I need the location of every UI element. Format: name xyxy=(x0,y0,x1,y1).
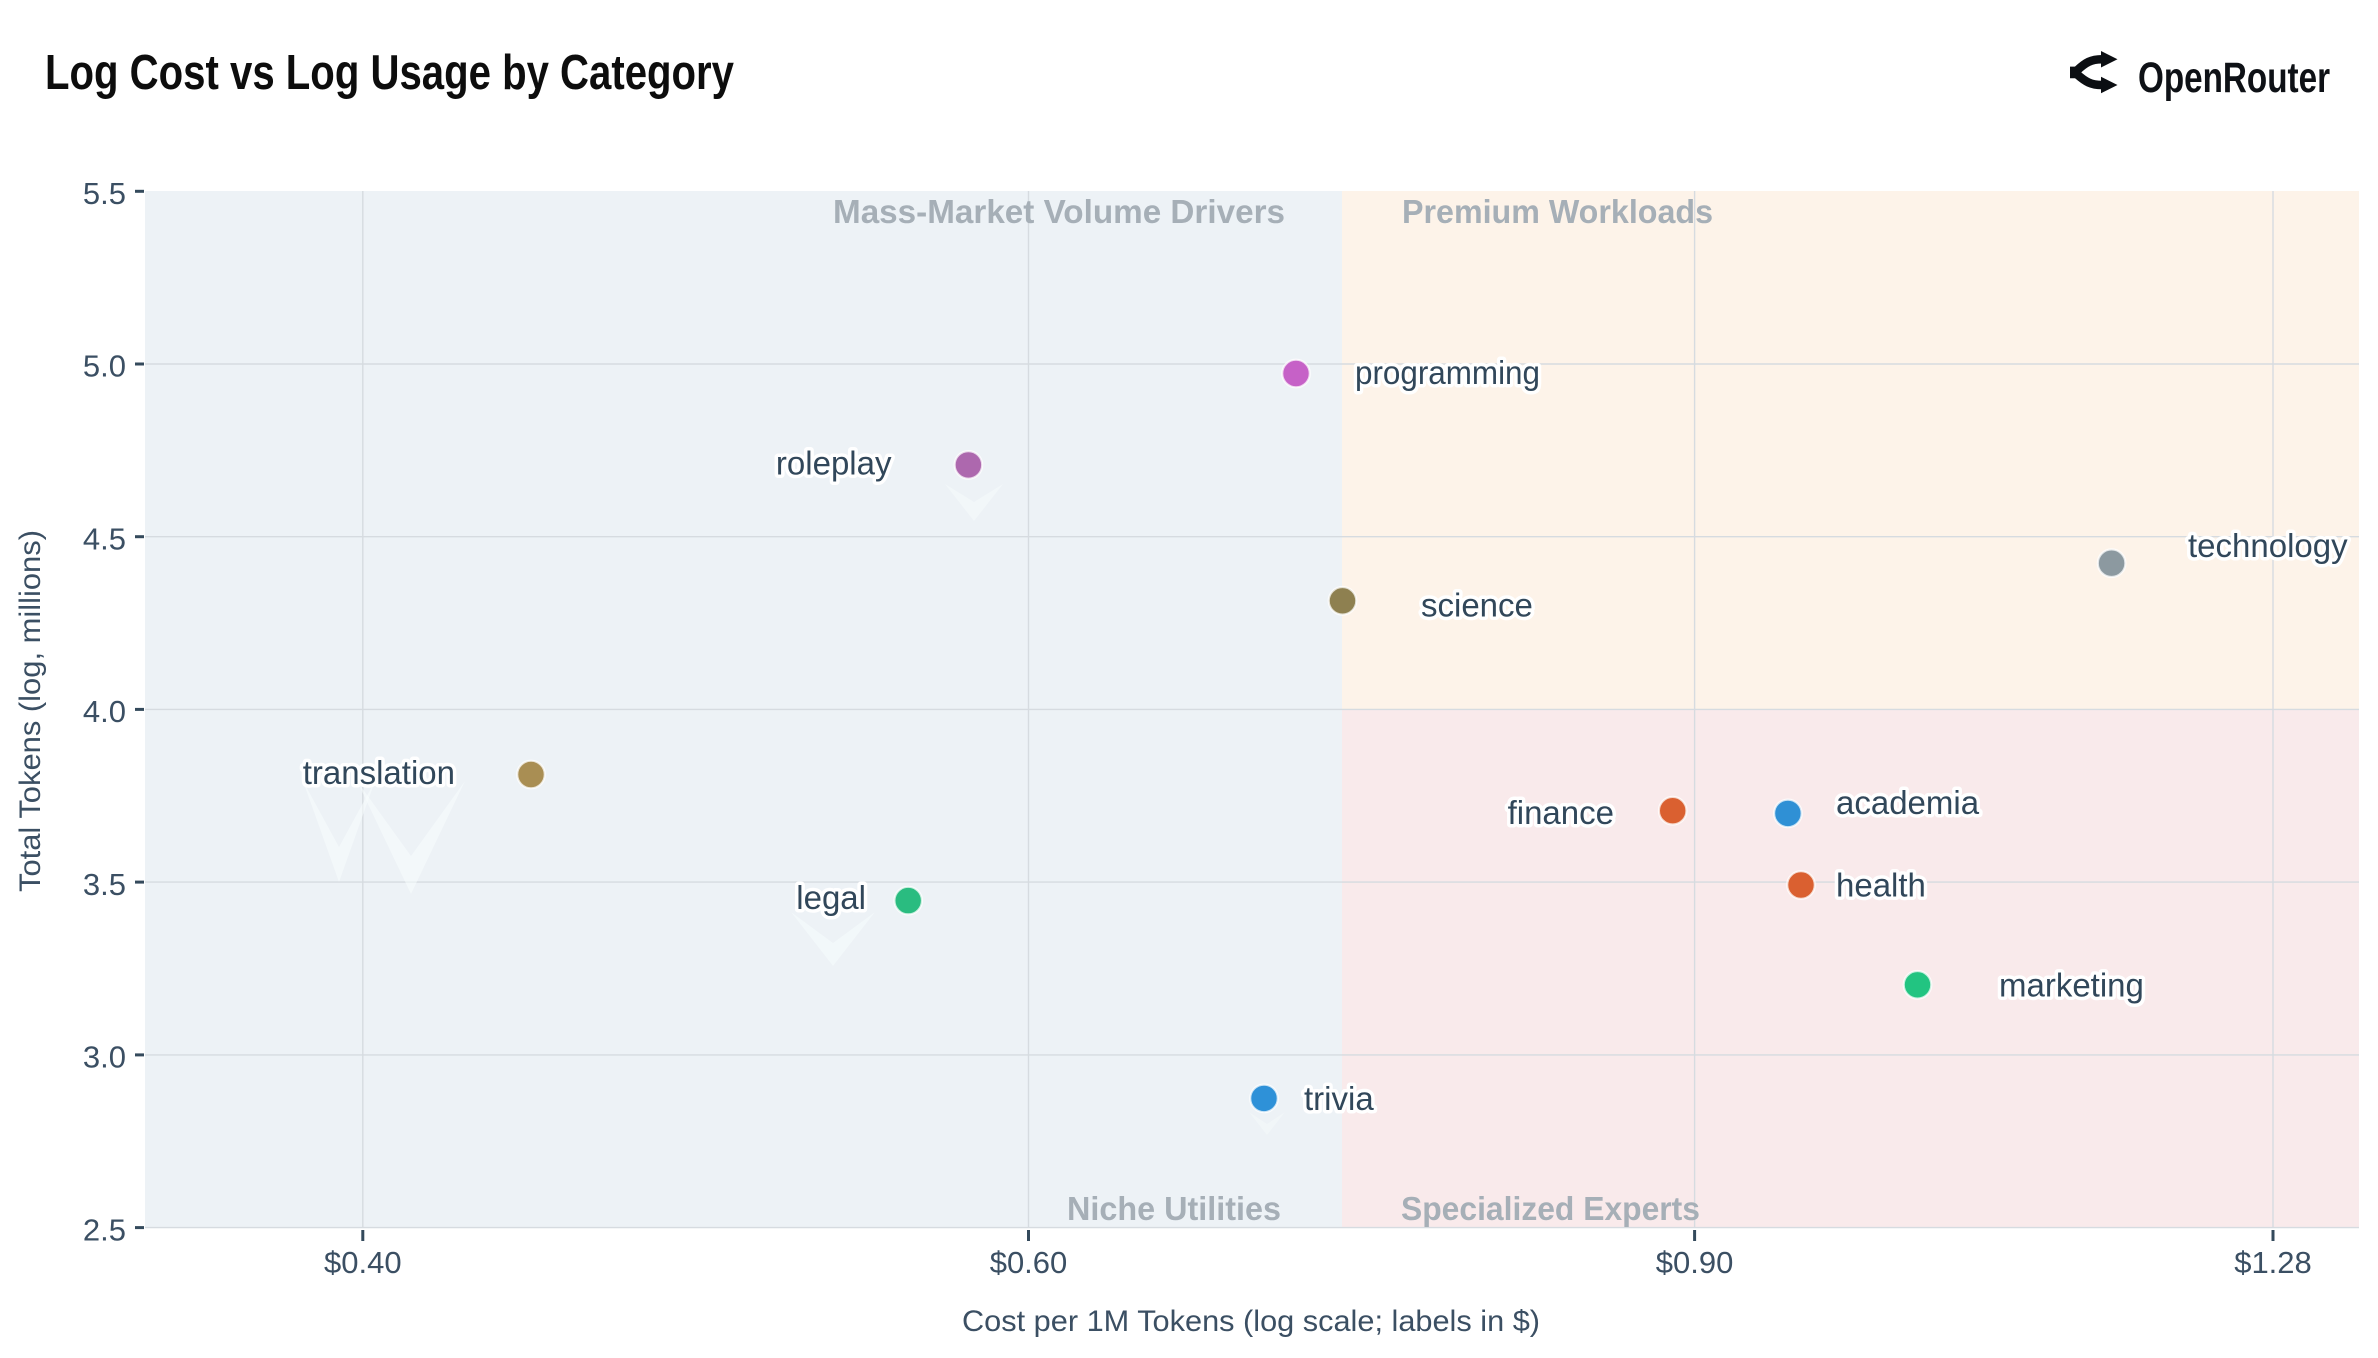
svg-text:$1.28: $1.28 xyxy=(2234,1245,2312,1280)
svg-text:$0.40: $0.40 xyxy=(324,1245,402,1280)
svg-text:trivia: trivia xyxy=(1304,1080,1374,1117)
svg-text:legal: legal xyxy=(796,879,866,916)
svg-text:programming: programming xyxy=(1355,354,1540,391)
svg-text:4.0: 4.0 xyxy=(83,694,126,729)
svg-text:Total Tokens (log, millions): Total Tokens (log, millions) xyxy=(14,530,47,892)
svg-text:finance: finance xyxy=(1508,794,1614,831)
svg-text:5.0: 5.0 xyxy=(83,349,126,384)
svg-text:3.0: 3.0 xyxy=(83,1040,126,1075)
svg-text:marketing: marketing xyxy=(1999,967,2144,1004)
svg-text:OpenRouter: OpenRouter xyxy=(2138,54,2330,102)
svg-text:academia: academia xyxy=(1836,784,1980,821)
svg-text:technology: technology xyxy=(2188,527,2348,564)
svg-text:science: science xyxy=(1421,587,1533,624)
svg-text:translation: translation xyxy=(303,754,455,791)
svg-text:health: health xyxy=(1836,867,1926,904)
svg-text:3.5: 3.5 xyxy=(83,867,126,902)
svg-text:2.5: 2.5 xyxy=(83,1212,126,1247)
svg-text:5.5: 5.5 xyxy=(83,176,126,211)
svg-text:Premium Workloads: Premium Workloads xyxy=(1402,193,1713,230)
svg-text:Cost per 1M Tokens (log scale;: Cost per 1M Tokens (log scale; labels in… xyxy=(962,1305,1540,1338)
svg-text:Log Cost vs Log Usage by Categ: Log Cost vs Log Usage by Category xyxy=(45,46,734,100)
svg-text:4.5: 4.5 xyxy=(83,521,126,556)
svg-text:Niche Utilities: Niche Utilities xyxy=(1067,1190,1281,1227)
svg-text:$0.90: $0.90 xyxy=(1656,1245,1734,1280)
svg-text:Specialized Experts: Specialized Experts xyxy=(1401,1190,1700,1227)
svg-text:$0.60: $0.60 xyxy=(990,1245,1068,1280)
svg-text:Mass-Market Volume Drivers: Mass-Market Volume Drivers xyxy=(833,193,1285,230)
svg-text:roleplay: roleplay xyxy=(776,445,892,482)
